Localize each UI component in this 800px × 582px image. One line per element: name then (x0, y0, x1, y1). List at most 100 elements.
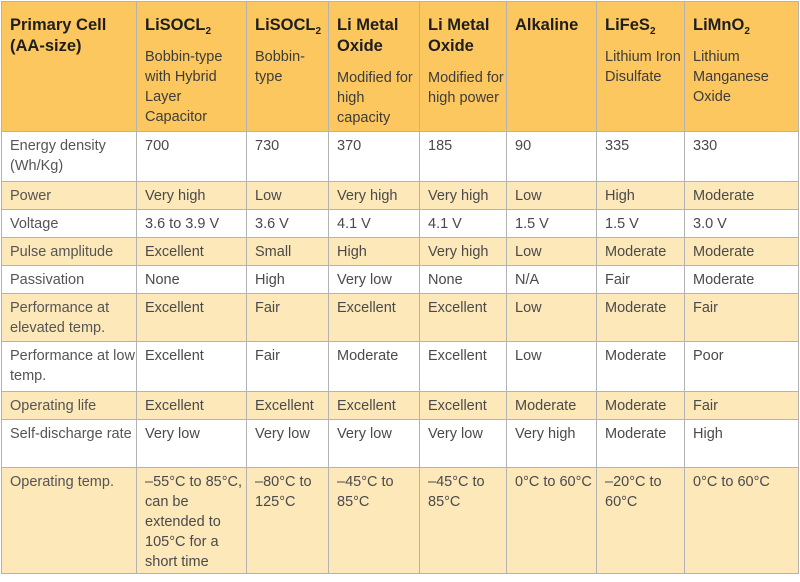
table-cell: 700 (136, 131, 247, 182)
table-cell: Very high (506, 419, 597, 468)
table-cell: Excellent (419, 341, 507, 392)
header-col: LiFeS2 Lithium Iron Disulfate (596, 1, 685, 132)
table-cell: 1.5 V (506, 209, 597, 238)
header-col-subscript: 2 (649, 26, 656, 37)
table-cell: High (328, 237, 420, 266)
row-label: Self-discharge rate (1, 419, 137, 468)
table-cell: Excellent (136, 293, 247, 342)
table-cell: Moderate (684, 265, 799, 294)
table-cell: Very high (136, 181, 247, 210)
header-col-title: Li Metal Oxide (337, 16, 399, 55)
table-cell: Very low (328, 265, 420, 294)
table-cell: High (684, 419, 799, 468)
table-cell: Excellent (136, 341, 247, 392)
table-row: Passivation None High Very low None N/A … (1, 265, 799, 294)
table-row: Performance at low temp. Excellent Fair … (1, 341, 799, 392)
table-cell: Low (506, 181, 597, 210)
row-label: Operating temp. (1, 467, 137, 574)
table-cell: –45°C to 85°C (419, 467, 507, 574)
table-cell: –55°C to 85°C, can be extended to 105°C … (136, 467, 247, 574)
table-cell: 3.0 V (684, 209, 799, 238)
table-cell: Very low (136, 419, 247, 468)
table-cell: Excellent (328, 391, 420, 420)
row-label: Voltage (1, 209, 137, 238)
header-col-desc: Modified for high power (428, 70, 504, 106)
header-col-desc: Lithium Manganese Oxide (693, 49, 769, 105)
table-cell: –45°C to 85°C (328, 467, 420, 574)
row-label: Power (1, 181, 137, 210)
header-col: Li Metal Oxide Modified for high power (419, 1, 507, 132)
table-cell: Moderate (684, 237, 799, 266)
table-cell: Excellent (246, 391, 329, 420)
table-cell: Very low (328, 419, 420, 468)
row-label: Performance at elevated temp. (1, 293, 137, 342)
header-col-subscript: 2 (744, 26, 750, 37)
table-cell: 4.1 V (419, 209, 507, 238)
table-row: Self-discharge rate Very low Very low Ve… (1, 419, 799, 468)
table-cell: 4.1 V (328, 209, 420, 238)
table-cell: Moderate (596, 293, 685, 342)
table-cell: Excellent (419, 293, 507, 342)
header-col: LiSOCL2 Bobbin-type with Hybrid Layer Cap… (136, 1, 247, 132)
header-col-subscript: 2 (205, 26, 212, 37)
table-cell: High (596, 181, 685, 210)
table-cell: 730 (246, 131, 329, 182)
table-cell: Moderate (684, 181, 799, 210)
table-cell: Moderate (506, 391, 597, 420)
table-cell: Very high (419, 181, 507, 210)
table-cell: Moderate (596, 419, 685, 468)
table-cell: 370 (328, 131, 420, 182)
table-cell: Moderate (596, 391, 685, 420)
table-row: Voltage 3.6 to 3.9 V 3.6 V 4.1 V 4.1 V 1… (1, 209, 799, 238)
table-cell: 330 (684, 131, 799, 182)
row-label: Energy density (Wh/Kg) (1, 131, 137, 182)
table-cell: Fair (246, 341, 329, 392)
row-label: Performance at low temp. (1, 341, 137, 392)
header-col-desc: Bobbin-type (255, 49, 305, 85)
header-col-title: Li Metal Oxide (428, 16, 490, 55)
header-col-desc: Bobbin-type with Hybrid Layer Capacitor (145, 49, 223, 125)
table-cell: Moderate (328, 341, 420, 392)
table-cell: Fair (684, 293, 799, 342)
table-cell: 3.6 V (246, 209, 329, 238)
table-cell: Very high (328, 181, 420, 210)
row-label: Operating life (1, 391, 137, 420)
table-cell: None (419, 265, 507, 294)
table-cell: Fair (246, 293, 329, 342)
table-row: Power Very high Low Very high Very high … (1, 181, 799, 210)
header-corner-label: Primary Cell (AA-size) (10, 16, 107, 55)
row-label: Passivation (1, 265, 137, 294)
table-cell: High (246, 265, 329, 294)
header-col-desc: Modified for high capacity (337, 70, 413, 126)
table-cell: Excellent (328, 293, 420, 342)
table-row: Pulse amplitude Excellent Small High Ver… (1, 237, 799, 266)
header-col-subscript: 2 (315, 26, 322, 37)
table-cell: 0°C to 60°C (684, 467, 799, 574)
header-col: Alkaline (506, 1, 597, 132)
table-row: Energy density (Wh/Kg) 700 730 370 185 9… (1, 131, 799, 182)
header-col: LiMnO2 Lithium Manganese Oxide (684, 1, 799, 132)
table-cell: Moderate (596, 237, 685, 266)
table-cell: 1.5 V (596, 209, 685, 238)
header-col-title: Alkaline (515, 16, 579, 34)
table-cell: Excellent (419, 391, 507, 420)
table-cell: 335 (596, 131, 685, 182)
table-cell: Very high (419, 237, 507, 266)
table-cell: Low (246, 181, 329, 210)
header-col-title: LiFeS (605, 16, 650, 34)
table-cell: –80°C to 125°C (246, 467, 329, 574)
table-cell: Very low (246, 419, 329, 468)
header-col: Li Metal Oxide Modified for high capacity (328, 1, 420, 132)
header-col-desc: Lithium Iron Disulfate (605, 49, 681, 85)
table-row: Performance at elevated temp. Excellent … (1, 293, 799, 342)
table-cell: Fair (684, 391, 799, 420)
table-cell: –20°C to 60°C (596, 467, 685, 574)
header-row: Primary Cell (AA-size) LiSOCL2 Bobbin-typ… (1, 1, 799, 132)
table-cell: Low (506, 341, 597, 392)
header-col-title: LiSOCL (145, 16, 206, 34)
table-cell: None (136, 265, 247, 294)
table-row: Operating temp. –55°C to 85°C, can be ex… (1, 467, 799, 574)
table-cell: Small (246, 237, 329, 266)
table-cell: Low (506, 293, 597, 342)
